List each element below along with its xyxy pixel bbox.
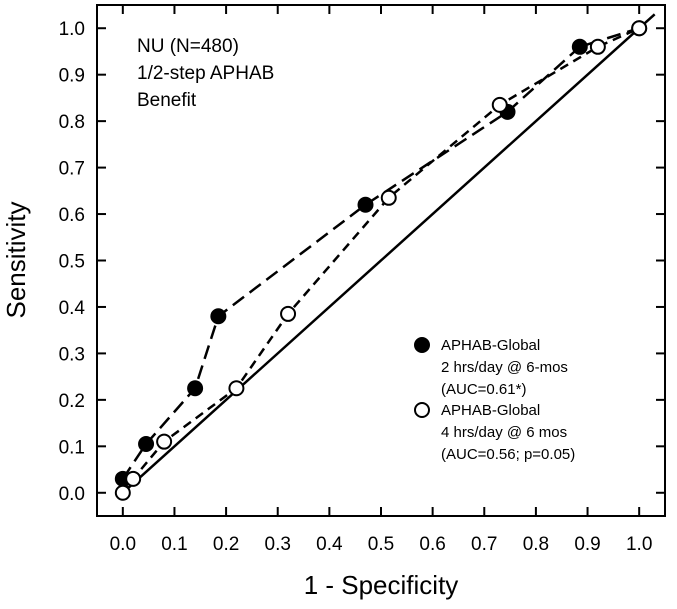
series-2-point [380, 189, 397, 206]
legend-series-2-line-3: (AUC=0.56; p=0.05) [441, 446, 575, 463]
legend-series-1-line-3: (AUC=0.61*) [441, 381, 526, 398]
y-tick-label: 0.1 [59, 437, 85, 458]
x-tick-label: 0.2 [213, 534, 239, 555]
y-tick-label: 0.5 [59, 252, 85, 273]
axis-ticks: 0.0 0.1 0.2 0.3 0.4 0.5 0.6 0.7 0.8 0.9 1.0 0.0 0.1 0… [59, 5, 665, 555]
series-2-point [228, 380, 245, 397]
y-tick-label: 0.4 [59, 298, 86, 319]
y-tick-label: 0.3 [59, 344, 85, 365]
data-series [114, 20, 648, 501]
annotation-line-2: 1/2-step APHAB [137, 63, 274, 84]
legend-marker-filled [414, 337, 430, 353]
x-axis-title: 1 - Specificity [304, 570, 459, 600]
series-2-point [589, 38, 606, 55]
series-2-point [631, 20, 648, 37]
x-tick-label: 0.1 [161, 534, 187, 555]
series-1-point [210, 308, 227, 325]
legend-series-2-line-1: APHAB-Global [441, 402, 540, 419]
x-tick-label: 1.0 [626, 534, 652, 555]
y-axis-title: Sensitivity [1, 201, 31, 318]
y-tick-label: 0.2 [59, 391, 85, 412]
series-2-point [156, 433, 173, 450]
x-tick-label: 0.3 [265, 534, 291, 555]
y-tick-label: 0.8 [59, 112, 85, 133]
series-1-point [138, 435, 155, 452]
x-tick-label: 0.5 [368, 534, 394, 555]
reference-diagonal [121, 13, 656, 494]
y-tick-label: 0.6 [59, 205, 85, 226]
series-1-point [187, 380, 204, 397]
series-1-point [357, 196, 374, 213]
x-tick-label: 0.6 [419, 534, 445, 555]
series-1-line [121, 27, 640, 480]
x-tick-label: 0.7 [471, 534, 497, 555]
series-2-point [125, 470, 142, 487]
legend: APHAB-Global 2 hrs/day @ 6-mos (AUC=0.61… [414, 337, 575, 463]
x-tick-label: 0.9 [574, 534, 600, 555]
y-tick-label: 0.0 [59, 484, 85, 505]
series-2-point [491, 96, 508, 113]
series-1-point [571, 38, 588, 55]
y-tick-label: 0.7 [59, 159, 85, 180]
legend-marker-open [414, 402, 430, 418]
x-tick-label: 0.0 [110, 534, 136, 555]
series-2-point [280, 305, 297, 322]
annotation-line-3: Benefit [137, 90, 197, 111]
legend-series-1-line-1: APHAB-Global [441, 337, 540, 354]
x-tick-label: 0.8 [523, 534, 549, 555]
legend-series-1-line-2: 2 hrs/day @ 6-mos [441, 359, 568, 376]
plot-annotation: NU (N=480) 1/2-step APHAB Benefit [137, 36, 274, 111]
chance-line [121, 13, 656, 494]
legend-series-2-line-2: 4 hrs/day @ 6 mos [441, 424, 567, 441]
series-2-point [114, 484, 131, 501]
y-tick-label: 1.0 [59, 19, 85, 40]
x-tick-label: 0.4 [316, 534, 343, 555]
annotation-line-1: NU (N=480) [137, 36, 239, 57]
y-tick-label: 0.9 [59, 66, 85, 87]
